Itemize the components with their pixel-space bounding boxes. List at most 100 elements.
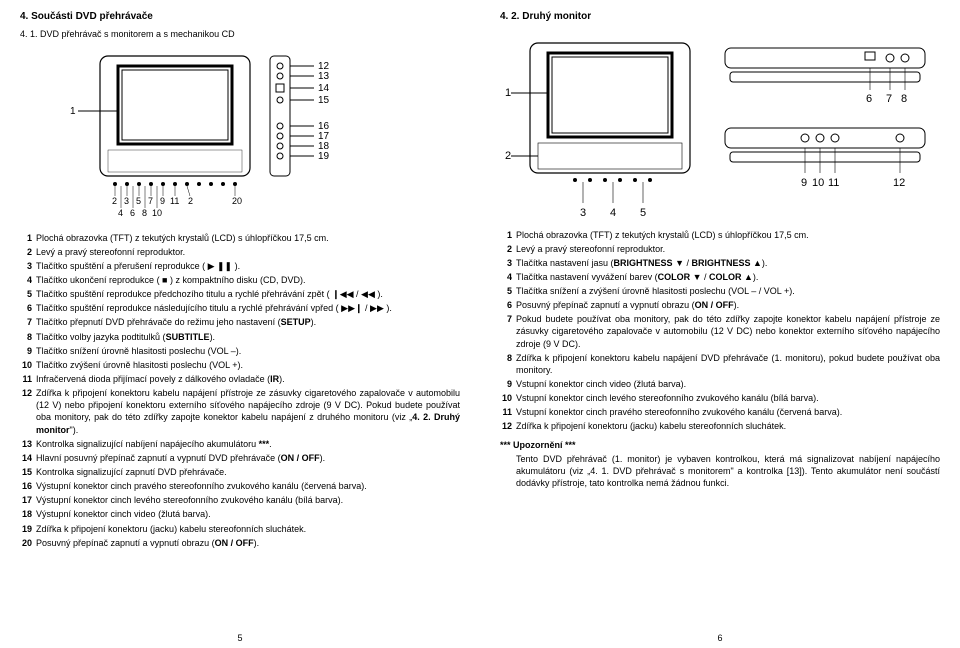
- item-number: 2: [20, 246, 36, 258]
- svg-text:4: 4: [610, 207, 616, 219]
- svg-text:2: 2: [112, 196, 117, 206]
- svg-text:3: 3: [580, 207, 586, 219]
- item-number: 18: [20, 508, 36, 520]
- list-item: 11Vstupní konektor cinch pravého stereof…: [500, 406, 940, 418]
- item-number: 5: [20, 288, 36, 300]
- svg-text:6: 6: [866, 93, 872, 105]
- item-text: Tlačítko volby jazyka podtitulků (SUBTIT…: [36, 331, 460, 343]
- list-item: 18Výstupní konektor cinch video (žlutá b…: [20, 508, 460, 520]
- item-number: 12: [20, 387, 36, 436]
- item-text: Tlačítka snížení a zvýšení úrovně hlasit…: [516, 285, 940, 297]
- item-number: 7: [20, 316, 36, 328]
- subheading-left: 4. 1. DVD přehrávač s monitorem a s mech…: [20, 28, 460, 40]
- item-number: 6: [20, 302, 36, 314]
- list-item: 2Levý a pravý stereofonní reproduktor.: [20, 246, 460, 258]
- svg-text:7: 7: [886, 93, 892, 105]
- svg-text:3: 3: [124, 196, 129, 206]
- list-item: 9Vstupní konektor cinch video (žlutá bar…: [500, 378, 940, 390]
- list-item: 10Tlačítko zvýšení úrovně hlasitosti pos…: [20, 359, 460, 371]
- heading-left: 4. Součásti DVD přehrávače: [20, 10, 460, 24]
- item-text: Infračervená dioda přijímací povely z dá…: [36, 373, 460, 385]
- list-item: 19Zdířka k připojení konektoru (jacku) k…: [20, 523, 460, 535]
- item-text: Tlačítko přepnutí DVD přehrávače do reži…: [36, 316, 460, 328]
- svg-text:19: 19: [318, 151, 330, 162]
- item-text: Tlačítko spuštění reprodukce následující…: [36, 302, 460, 314]
- svg-text:2: 2: [505, 150, 511, 162]
- page-right: 4. 2. Druhý monitor 1 2 345: [480, 0, 960, 648]
- item-number: 1: [500, 229, 516, 241]
- list-item: 8Zdířka k připojení konektoru kabelu nap…: [500, 352, 940, 376]
- item-text: Posuvný přepínač zapnutí a vypnutí obraz…: [36, 537, 460, 549]
- svg-text:4: 4: [118, 208, 123, 218]
- item-number: 7: [500, 313, 516, 349]
- list-item: 17Výstupní konektor cinch levého stereof…: [20, 494, 460, 506]
- item-text: Vstupní konektor cinch levého stereofonn…: [516, 392, 940, 404]
- svg-text:9: 9: [801, 177, 807, 189]
- item-number: 5: [500, 285, 516, 297]
- item-number: 1: [20, 232, 36, 244]
- item-text: Kontrolka signalizující zapnutí DVD přeh…: [36, 466, 460, 478]
- svg-text:5: 5: [640, 207, 646, 219]
- diagram-monitor2: 1 2 3 4 5 6 78: [500, 28, 940, 223]
- list-right: 1Plochá obrazovka (TFT) z tekutých kryst…: [500, 229, 940, 433]
- list-item: 1Plochá obrazovka (TFT) z tekutých kryst…: [20, 232, 460, 244]
- item-number: 9: [500, 378, 516, 390]
- item-number: 14: [20, 452, 36, 464]
- pagenum-left: 5: [0, 632, 480, 644]
- item-text: Tlačítko spuštění a přerušení reprodukce…: [36, 260, 460, 272]
- list-item: 8Tlačítko volby jazyka podtitulků (SUBTI…: [20, 331, 460, 343]
- item-text: Hlavní posuvný přepínač zapnutí a vypnut…: [36, 452, 460, 464]
- item-number: 17: [20, 494, 36, 506]
- svg-text:6: 6: [130, 208, 135, 218]
- svg-text:14: 14: [318, 83, 330, 94]
- svg-text:7: 7: [148, 196, 153, 206]
- list-item: 15Kontrolka signalizující zapnutí DVD př…: [20, 466, 460, 478]
- item-number: 6: [500, 299, 516, 311]
- svg-text:20: 20: [232, 196, 242, 206]
- list-item: 7Tlačítko přepnutí DVD přehrávače do rež…: [20, 316, 460, 328]
- item-number: 10: [20, 359, 36, 371]
- svg-text:5: 5: [136, 196, 141, 206]
- item-text: Zdířka k připojení konektoru kabelu napá…: [36, 387, 460, 436]
- list-item: 6Tlačítko spuštění reprodukce následujíc…: [20, 302, 460, 314]
- item-text: Plochá obrazovka (TFT) z tekutých krysta…: [516, 229, 940, 241]
- item-number: 20: [20, 537, 36, 549]
- svg-text:1: 1: [505, 87, 511, 99]
- svg-text:1: 1: [70, 106, 76, 117]
- list-item: 10Vstupní konektor cinch levého stereofo…: [500, 392, 940, 404]
- page-left: 4. Součásti DVD přehrávače 4. 1. DVD pře…: [0, 0, 480, 648]
- list-item: 4Tlačítka nastavení vyvážení barev (COLO…: [500, 271, 940, 283]
- svg-text:10: 10: [152, 208, 162, 218]
- item-text: Posuvný přepínač zapnutí a vypnutí obraz…: [516, 299, 940, 311]
- item-text: Pokud budete používat oba monitory, pak …: [516, 313, 940, 349]
- list-item: 13Kontrolka signalizující nabíjení napáj…: [20, 438, 460, 450]
- svg-text:9: 9: [160, 196, 165, 206]
- item-number: 19: [20, 523, 36, 535]
- item-text: Tlačítko spuštění reprodukce předchozího…: [36, 288, 460, 300]
- svg-text:8: 8: [901, 93, 907, 105]
- item-number: 2: [500, 243, 516, 255]
- item-text: Výstupní konektor cinch levého stereofon…: [36, 494, 460, 506]
- svg-text:2: 2: [188, 196, 193, 206]
- list-item: 1Plochá obrazovka (TFT) z tekutých kryst…: [500, 229, 940, 241]
- warning-body: Tento DVD přehrávač (1. monitor) je vyba…: [500, 453, 940, 489]
- list-item: 11Infračervená dioda přijímací povely z …: [20, 373, 460, 385]
- item-number: 8: [500, 352, 516, 376]
- list-item: 14Hlavní posuvný přepínač zapnutí a vypn…: [20, 452, 460, 464]
- diagram-player: 1 1213 1415 1617 1819: [20, 46, 460, 226]
- list-item: 5Tlačítka snížení a zvýšení úrovně hlasi…: [500, 285, 940, 297]
- item-text: Vstupní konektor cinch video (žlutá barv…: [516, 378, 940, 390]
- item-number: 3: [20, 260, 36, 272]
- item-text: Plochá obrazovka (TFT) z tekutých krysta…: [36, 232, 460, 244]
- item-text: Výstupní konektor cinch pravého stereofo…: [36, 480, 460, 492]
- item-text: Výstupní konektor cinch video (žlutá bar…: [36, 508, 460, 520]
- item-number: 13: [20, 438, 36, 450]
- svg-text:10: 10: [812, 177, 824, 189]
- list-item: 16Výstupní konektor cinch pravého stereo…: [20, 480, 460, 492]
- item-text: Tlačítko snížení úrovně hlasitosti posle…: [36, 345, 460, 357]
- item-text: Kontrolka signalizující nabíjení napájec…: [36, 438, 460, 450]
- svg-text:13: 13: [318, 71, 330, 82]
- list-item: 5Tlačítko spuštění reprodukce předchozíh…: [20, 288, 460, 300]
- item-text: Tlačítka nastavení vyvážení barev (COLOR…: [516, 271, 940, 283]
- item-text: Zdířka k připojení konektoru (jacku) kab…: [36, 523, 460, 535]
